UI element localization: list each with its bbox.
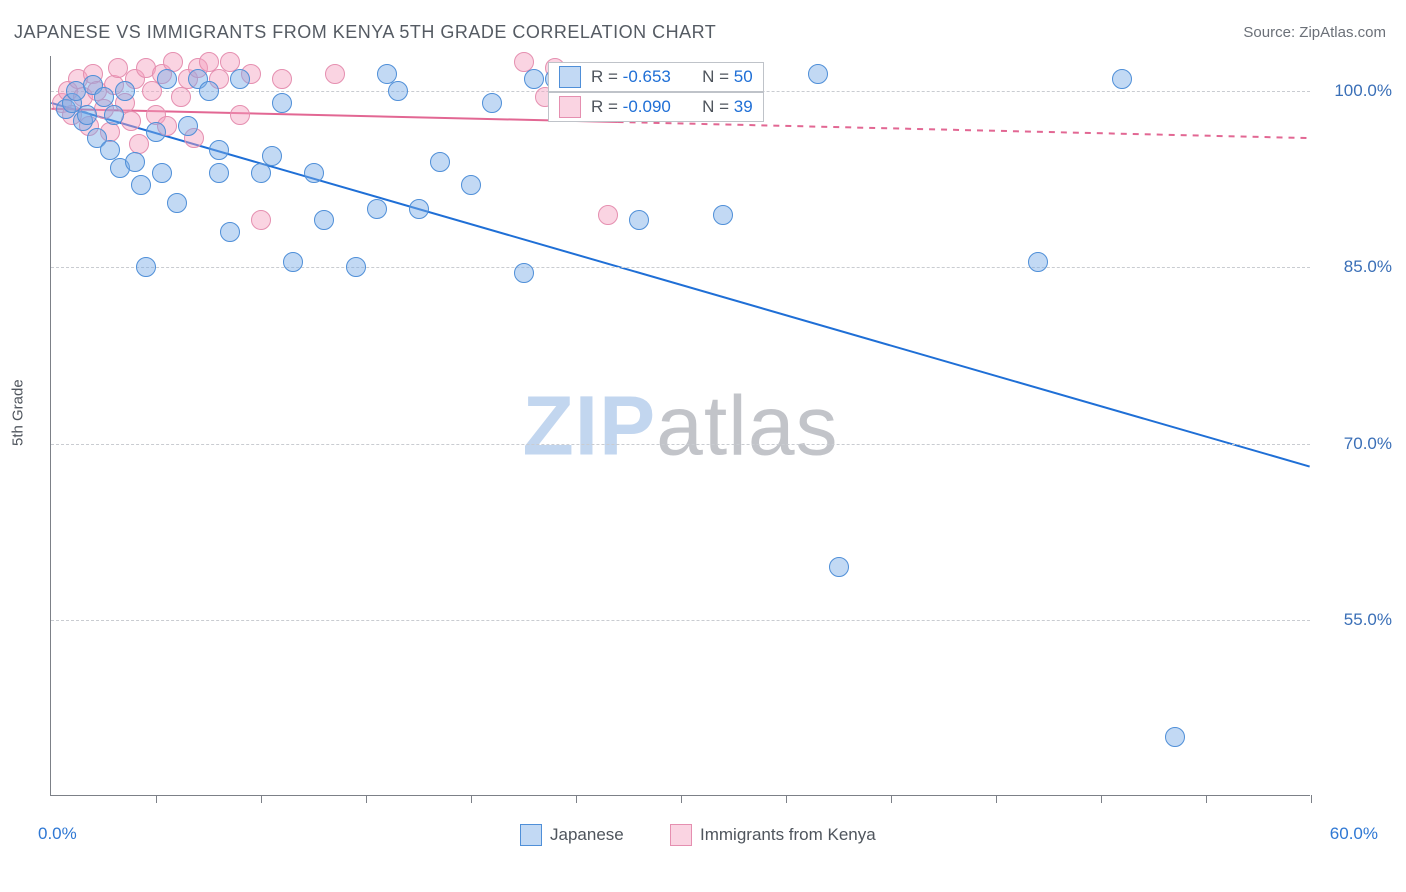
chart-title: JAPANESE VS IMMIGRANTS FROM KENYA 5TH GR… [14, 22, 716, 43]
corr-legend-japanese: R = -0.653 N = 50 [548, 62, 764, 92]
data-point-japanese [629, 210, 649, 230]
x-tick [786, 795, 787, 803]
x-tick [261, 795, 262, 803]
data-point-japanese [167, 193, 187, 213]
plot-area: ZIPatlas 100.0%85.0%70.0%55.0% [50, 56, 1310, 796]
data-point-japanese [209, 163, 229, 183]
data-point-japanese [157, 69, 177, 89]
data-point-japanese [272, 93, 292, 113]
trend-line-kenya-dashed [618, 122, 1310, 138]
data-point-kenya [598, 205, 618, 225]
data-point-kenya [230, 105, 250, 125]
data-point-japanese [1028, 252, 1048, 272]
data-point-kenya [171, 87, 191, 107]
data-point-japanese [713, 205, 733, 225]
data-point-japanese [461, 175, 481, 195]
data-point-japanese [209, 140, 229, 160]
data-point-japanese [1112, 69, 1132, 89]
x-tick [471, 795, 472, 803]
y-tick-label: 70.0% [1322, 434, 1392, 454]
data-point-japanese [251, 163, 271, 183]
data-point-japanese [304, 163, 324, 183]
data-point-japanese [262, 146, 282, 166]
data-point-japanese [152, 163, 172, 183]
gridline [51, 444, 1310, 445]
data-point-japanese [146, 122, 166, 142]
chart-root: JAPANESE VS IMMIGRANTS FROM KENYA 5TH GR… [0, 0, 1406, 892]
x-axis-min-label: 0.0% [38, 824, 77, 844]
y-tick-label: 55.0% [1322, 610, 1392, 630]
trend-line-japanese [51, 103, 1309, 467]
data-point-japanese [514, 263, 534, 283]
source-name: ZipAtlas.com [1299, 24, 1386, 41]
data-point-japanese [104, 105, 124, 125]
corr-N-label: N = [693, 97, 734, 117]
data-point-japanese [409, 199, 429, 219]
data-point-japanese [230, 69, 250, 89]
corr-R-value: -0.090 [623, 97, 693, 117]
y-tick-label: 100.0% [1322, 81, 1392, 101]
data-point-japanese [131, 175, 151, 195]
corr-N-value: 39 [734, 97, 753, 117]
corr-N-value: 50 [734, 67, 753, 87]
data-point-japanese [115, 81, 135, 101]
data-point-japanese [829, 557, 849, 577]
legend-label-kenya: Immigrants from Kenya [700, 825, 876, 845]
data-point-japanese [524, 69, 544, 89]
data-point-japanese [482, 93, 502, 113]
x-axis-max-label: 60.0% [1330, 824, 1378, 844]
data-point-japanese [178, 116, 198, 136]
legend-swatch-kenya [670, 824, 692, 846]
legend-label-japanese: Japanese [550, 825, 624, 845]
data-point-japanese [77, 105, 97, 125]
corr-legend-kenya: R = -0.090 N = 39 [548, 92, 764, 122]
corr-N-label: N = [693, 67, 734, 87]
data-point-japanese [283, 252, 303, 272]
data-point-japanese [125, 152, 145, 172]
x-tick [996, 795, 997, 803]
x-tick [156, 795, 157, 803]
corr-R-label: R = [591, 67, 623, 87]
source-label: Source: [1243, 24, 1299, 41]
data-point-japanese [314, 210, 334, 230]
x-tick [1311, 795, 1312, 803]
data-point-kenya [272, 69, 292, 89]
data-point-japanese [1165, 727, 1185, 747]
corr-R-label: R = [591, 97, 623, 117]
data-point-kenya [325, 64, 345, 84]
y-tick-label: 85.0% [1322, 257, 1392, 277]
y-axis-title: 5th Grade [10, 379, 27, 446]
gridline [51, 267, 1310, 268]
x-tick [1101, 795, 1102, 803]
data-point-japanese [136, 257, 156, 277]
corr-R-value: -0.653 [623, 67, 693, 87]
x-tick [891, 795, 892, 803]
data-point-japanese [199, 81, 219, 101]
x-tick [366, 795, 367, 803]
legend-kenya: Immigrants from Kenya [670, 824, 876, 846]
corr-swatch-kenya [559, 96, 581, 118]
x-tick [1206, 795, 1207, 803]
legend-swatch-japanese [520, 824, 542, 846]
source-attribution: Source: ZipAtlas.com [1243, 24, 1386, 41]
data-point-japanese [808, 64, 828, 84]
legend-japanese: Japanese [520, 824, 624, 846]
data-point-japanese [367, 199, 387, 219]
gridline [51, 620, 1310, 621]
data-point-kenya [251, 210, 271, 230]
x-tick [576, 795, 577, 803]
data-point-japanese [430, 152, 450, 172]
data-point-japanese [388, 81, 408, 101]
data-point-japanese [346, 257, 366, 277]
trend-lines-svg [51, 56, 1310, 795]
x-tick [681, 795, 682, 803]
corr-swatch-japanese [559, 66, 581, 88]
data-point-japanese [220, 222, 240, 242]
